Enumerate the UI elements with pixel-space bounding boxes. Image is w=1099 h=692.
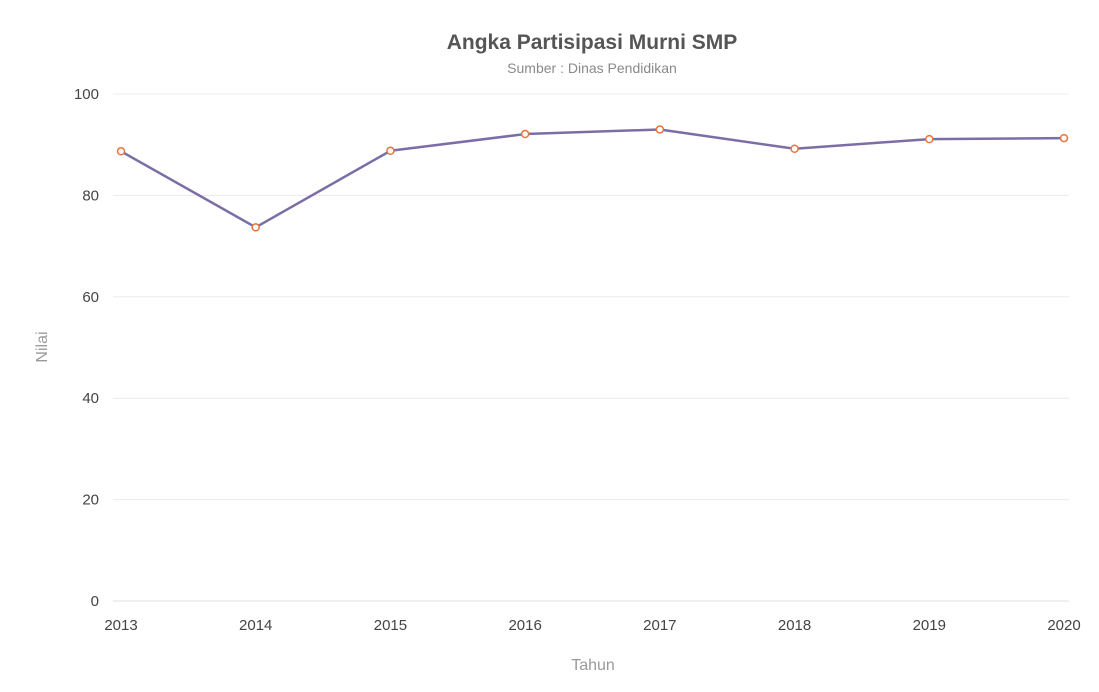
data-point[interactable] [790, 144, 799, 154]
y-axis-ticks: 0 20 40 60 80 100 [74, 86, 99, 610]
gridlines [113, 93, 1069, 602]
x-axis-label: Tahun [571, 657, 615, 674]
x-tick-label: 2013 [104, 617, 137, 634]
x-tick-label: 2020 [1047, 617, 1080, 634]
x-tick-label: 2014 [239, 617, 272, 634]
series-line [119, 128, 1066, 229]
x-tick-label: 2017 [643, 617, 676, 634]
data-point[interactable] [520, 129, 530, 139]
chart-title: Angka Partisipasi Murni SMP [447, 31, 738, 54]
y-tick-label: 20 [82, 492, 99, 509]
data-point[interactable] [386, 146, 395, 156]
data-point[interactable] [925, 134, 934, 144]
y-tick-label: 40 [82, 390, 99, 407]
chart-subtitle: Sumber : Dinas Pendidikan [507, 60, 677, 76]
data-point[interactable] [116, 147, 126, 156]
x-tick-label: 2018 [778, 617, 811, 634]
y-tick-label: 0 [91, 593, 99, 610]
data-point[interactable] [1059, 133, 1069, 143]
y-tick-label: 80 [82, 187, 99, 204]
y-tick-label: 60 [82, 289, 99, 306]
y-tick-label: 100 [74, 86, 99, 103]
data-point[interactable] [251, 223, 260, 232]
data-point[interactable] [655, 125, 665, 134]
x-tick-label: 2019 [913, 617, 946, 634]
x-axis-ticks: 2013 2014 2015 2016 2017 2018 2019 2020 [104, 617, 1080, 634]
x-tick-label: 2015 [374, 617, 407, 634]
series-layer [116, 125, 1069, 232]
y-axis-label: Nilai [34, 331, 51, 362]
x-tick-label: 2016 [508, 617, 541, 634]
